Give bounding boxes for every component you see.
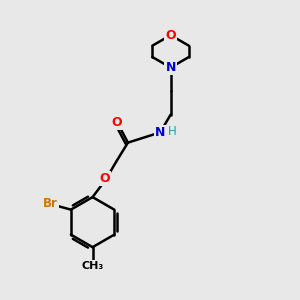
Text: O: O	[100, 172, 110, 185]
Text: CH₃: CH₃	[82, 261, 104, 271]
Text: O: O	[165, 29, 176, 42]
Text: O: O	[111, 116, 122, 129]
Text: H: H	[168, 125, 177, 138]
Text: N: N	[155, 126, 166, 139]
Text: Br: Br	[43, 196, 58, 210]
Text: N: N	[165, 61, 176, 74]
